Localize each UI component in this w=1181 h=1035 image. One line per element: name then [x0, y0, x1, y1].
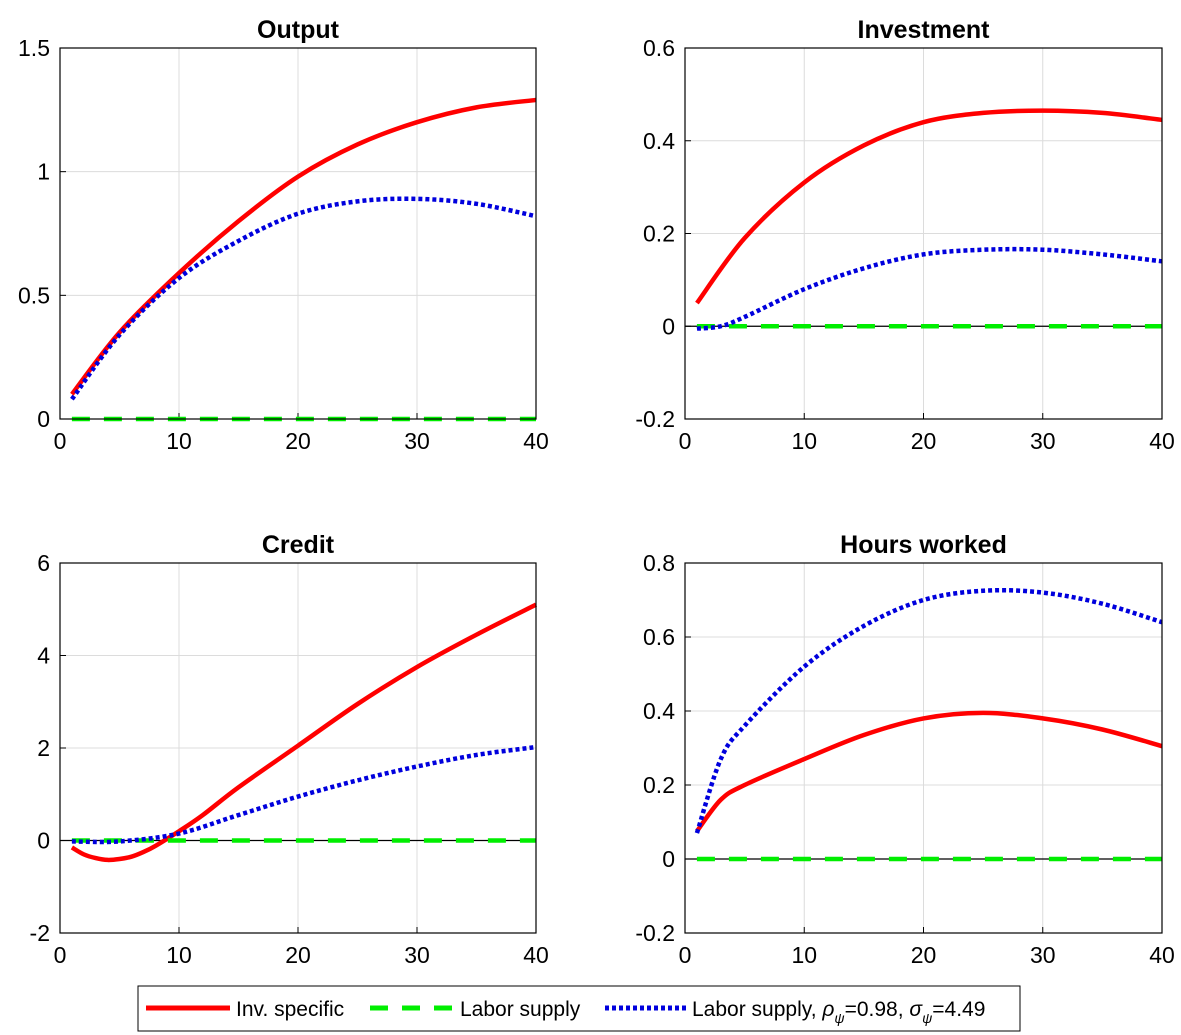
axes-box: [684, 562, 1163, 934]
x-tick-label: 20: [285, 428, 311, 454]
y-tick-label: -0.2: [635, 406, 675, 432]
axes-box: [684, 47, 1163, 420]
legend: Inv. specific Labor supply Labor supply,…: [137, 985, 1021, 1032]
y-tick-label: 0.2: [643, 772, 675, 798]
legend-box: [137, 985, 1021, 1032]
x-tick-label: 40: [1149, 942, 1175, 968]
x-tick-label: 10: [166, 428, 192, 454]
y-tick-label: 4: [37, 643, 50, 669]
series-line-solid: [70, 602, 538, 863]
x-tick-label: 40: [1149, 428, 1175, 454]
chart-title: Hours worked: [840, 531, 1007, 559]
legend-label-inv-specific: Inv. specific: [236, 998, 344, 1021]
y-tick-label: 0.6: [643, 35, 675, 61]
axes-box: [59, 47, 537, 420]
y-tick-label: 0: [662, 846, 675, 872]
y-tick-label: 0: [662, 313, 675, 339]
x-tick-label: 30: [404, 942, 430, 968]
x-tick-label: 0: [54, 942, 67, 968]
x-tick-label: 10: [166, 942, 192, 968]
x-tick-label: 20: [911, 428, 937, 454]
legend-label-labor-supply-param: Labor supply, ρψ=0.98, σψ=4.49: [692, 998, 985, 1026]
series-line-solid: [695, 710, 1163, 833]
x-tick-label: 30: [1030, 428, 1056, 454]
axes-box: [59, 562, 537, 934]
y-tick-label: -2: [30, 920, 50, 946]
x-tick-label: 40: [523, 942, 549, 968]
legend-label-labor-supply: Labor supply: [460, 998, 581, 1021]
y-tick-label: 0: [37, 406, 50, 432]
y-tick-label: 0.2: [643, 221, 675, 247]
y-tick-label: 6: [37, 550, 50, 576]
series-line-dotted: [694, 587, 1163, 834]
chart-title: Investment: [858, 16, 991, 44]
y-tick-label: 0.6: [643, 624, 675, 650]
y-tick-label: 0.4: [643, 698, 675, 724]
x-tick-label: 20: [285, 942, 311, 968]
chart-title: Output: [257, 16, 340, 44]
y-tick-label: 0.5: [18, 282, 50, 308]
x-tick-label: 10: [791, 942, 817, 968]
panel-output: 0 10 20 30 40 0 0.5 1 1.5 Output: [18, 16, 549, 454]
y-tick-label: 0.4: [643, 128, 675, 154]
x-tick-label: 0: [679, 428, 692, 454]
y-tick-label: 0.8: [643, 550, 675, 576]
series-line-dotted: [70, 196, 537, 401]
x-tick-label: 30: [404, 428, 430, 454]
x-tick-label: 40: [523, 428, 549, 454]
series-line-dotted: [696, 246, 1163, 331]
x-tick-label: 10: [791, 428, 817, 454]
y-tick-label: 1: [37, 159, 50, 185]
y-tick-label: 1.5: [18, 35, 50, 61]
x-tick-label: 0: [679, 942, 692, 968]
chart-title: Credit: [262, 531, 335, 559]
x-tick-label: 30: [1030, 942, 1056, 968]
y-tick-label: -0.2: [635, 920, 675, 946]
y-tick-label: 2: [37, 735, 50, 761]
y-tick-label: 0: [37, 828, 50, 854]
x-tick-label: 20: [911, 942, 937, 968]
series-line-dotted: [71, 744, 537, 845]
series-line-solid: [695, 108, 1163, 305]
x-tick-label: 0: [54, 428, 67, 454]
